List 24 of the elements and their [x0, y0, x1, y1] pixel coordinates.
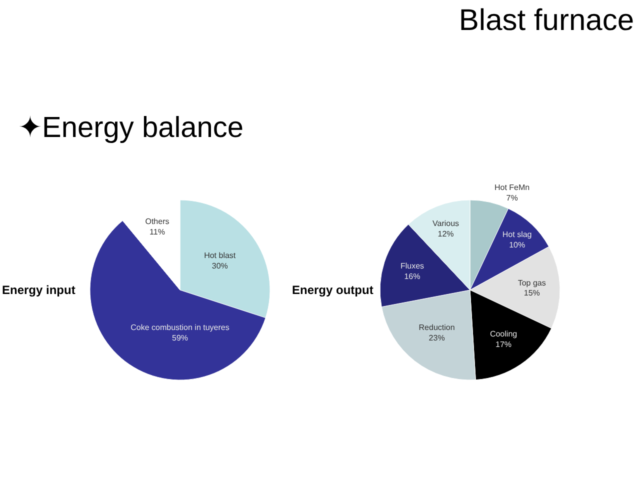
slice-label: Top gas	[518, 278, 546, 288]
slice-label: Coke combustion in tuyeres	[130, 323, 230, 332]
text: Energy input	[2, 283, 76, 297]
data-label: 11%	[150, 227, 165, 236]
data-label: 10%	[509, 240, 526, 250]
data-label: 59%	[172, 334, 188, 343]
data-label: 7%	[506, 194, 518, 203]
slice-label: Various	[432, 219, 460, 228]
data-label: 23%	[428, 334, 445, 343]
text: Energy output	[292, 283, 374, 297]
chart-subtitle: ✦Energy balance	[18, 111, 244, 145]
chart-title: Blast furnace	[458, 4, 634, 38]
slice-label: Hot slag	[502, 230, 532, 240]
slice-label: Reduction	[418, 323, 455, 332]
data-label: 15%	[524, 288, 540, 298]
slice-label: Hot FeMn	[494, 183, 530, 192]
data-label: 12%	[438, 230, 454, 239]
slice-label: Fluxes	[400, 262, 424, 271]
data-label: 16%	[404, 272, 420, 281]
slice-label: Others	[145, 217, 170, 226]
slice-label: Hot blast	[204, 251, 236, 260]
data-label: 30%	[212, 261, 228, 270]
data-label: 17%	[496, 340, 512, 350]
slice-label: Cooling	[490, 330, 518, 339]
